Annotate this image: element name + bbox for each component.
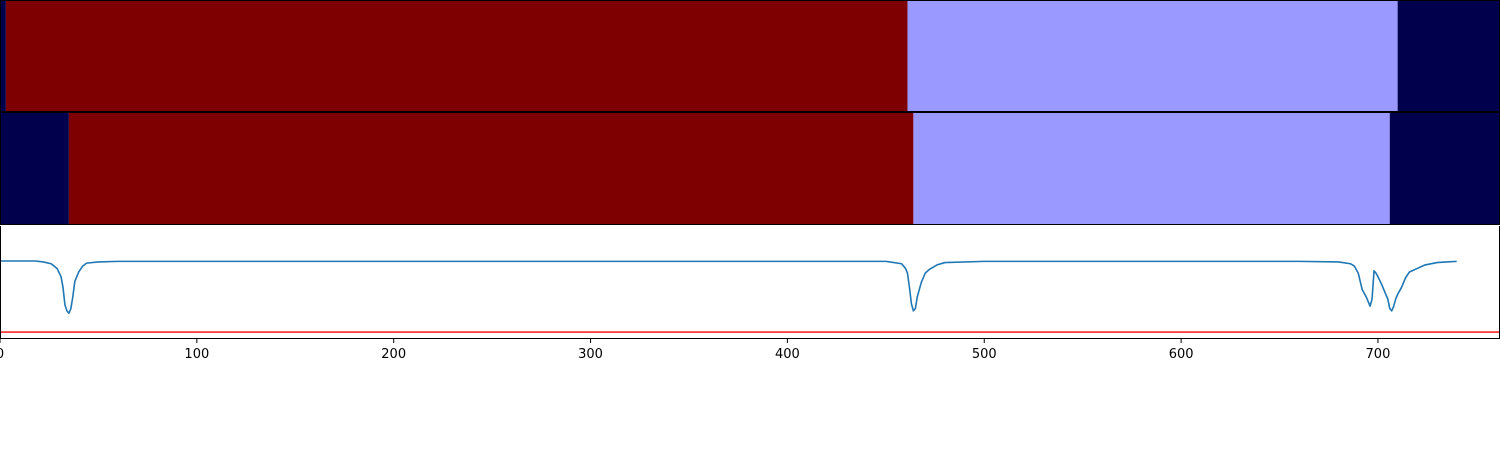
segment-row1-3 — [1397, 1, 1500, 112]
boundary-score-line — [0, 260, 1457, 315]
x-tick-label-700: 700 — [1366, 347, 1391, 362]
segmentation-row-1 — [0, 0, 1500, 112]
x-tick-label-600: 600 — [1169, 347, 1194, 362]
segment-row2-2 — [913, 113, 1390, 225]
x-axis: 0 100 200 300 400 500 600 700 — [0, 338, 1390, 362]
x-tick-label-300: 300 — [578, 347, 603, 362]
segment-row1-1 — [5, 1, 908, 112]
segment-row1-0 — [0, 1, 6, 112]
segment-row1-2 — [907, 1, 1398, 112]
x-tick-label-100: 100 — [184, 347, 209, 362]
segment-row2-1 — [68, 113, 914, 225]
x-tick-label-400: 400 — [775, 347, 800, 362]
x-tick-label-0: 0 — [0, 347, 4, 362]
segmentation-row-2 — [0, 112, 1500, 225]
signal-lines — [0, 260, 1500, 333]
boundary-signal-panel — [0, 226, 1500, 339]
x-tick-label-500: 500 — [972, 347, 997, 362]
x-tick-label-200: 200 — [381, 347, 406, 362]
segment-row2-0 — [0, 113, 69, 225]
segment-row2-3 — [1389, 113, 1500, 225]
